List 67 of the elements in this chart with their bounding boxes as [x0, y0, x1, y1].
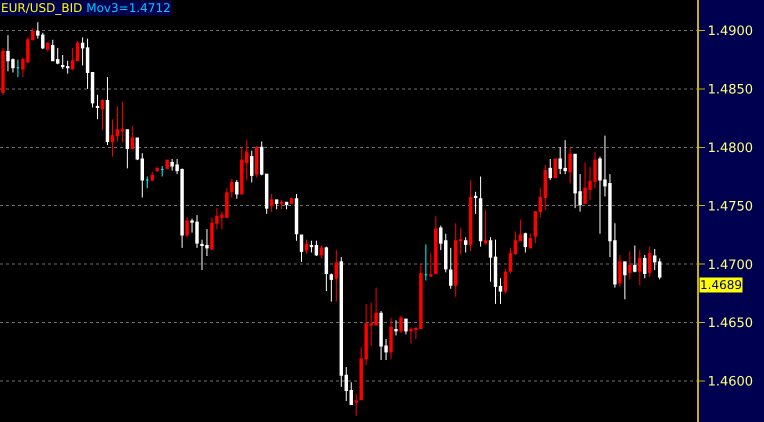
y-tick-label: 1.4800 — [708, 140, 754, 156]
candlestick — [290, 197, 294, 204]
candlestick — [528, 233, 532, 248]
y-tick-label: 1.4650 — [708, 316, 754, 332]
candlestick — [618, 254, 622, 287]
candlestick — [160, 165, 164, 178]
candlestick — [155, 166, 159, 172]
candlestick — [230, 178, 234, 198]
candlestick — [320, 244, 324, 259]
candlestick — [235, 180, 239, 200]
chart-title: EUR/USD_BID — [1, 1, 82, 15]
candlestick — [548, 158, 552, 181]
chart-subtitle: Mov3=1.4712 — [86, 1, 171, 15]
candlestick — [643, 254, 646, 279]
candlestick — [429, 253, 433, 278]
candlestick — [294, 194, 298, 242]
candlestick — [504, 268, 508, 294]
y-tick-label: 1.4700 — [708, 258, 754, 273]
candlestick — [254, 146, 258, 178]
candlestick — [16, 59, 20, 78]
candlestick — [354, 393, 358, 417]
candlestick — [150, 171, 154, 182]
candlestick — [284, 202, 288, 210]
candlestick — [568, 146, 572, 184]
candlestick — [623, 261, 627, 300]
candlestick — [96, 94, 100, 120]
candlestick — [334, 250, 338, 302]
candlestick — [300, 234, 304, 262]
text: 1.4689 — [700, 278, 742, 292]
candlestick — [498, 278, 502, 304]
candlestick — [130, 126, 134, 149]
candlestick — [394, 320, 398, 336]
candlestick — [524, 232, 528, 253]
candlestick — [330, 273, 334, 302]
candlestick — [146, 176, 149, 189]
candlestick — [638, 250, 642, 286]
candlestick — [468, 180, 472, 252]
candlestick — [304, 239, 308, 254]
candlestick — [46, 42, 50, 52]
candlestick — [250, 150, 254, 183]
candlestick — [434, 216, 438, 274]
candlestick — [633, 244, 637, 273]
y-tick-label: 1.4750 — [708, 199, 754, 214]
candlestick — [449, 247, 452, 290]
candlestick — [399, 315, 403, 334]
candlestick — [270, 194, 274, 212]
candlestick — [553, 158, 557, 178]
candlestick — [389, 317, 393, 360]
candlestick — [424, 244, 428, 282]
candlestick — [474, 191, 478, 214]
candlestick — [484, 210, 488, 245]
candlestick — [404, 318, 408, 335]
candlestick — [478, 176, 482, 248]
candlestick — [464, 236, 468, 253]
candlestick — [185, 216, 189, 238]
candlestick — [165, 160, 169, 169]
candlestick — [648, 246, 652, 278]
candlestick — [126, 129, 130, 169]
candlestick — [324, 246, 328, 292]
y-tick-label: 1.4900 — [708, 24, 754, 39]
y-tick-label: 1.4850 — [708, 82, 754, 98]
candlestick — [274, 199, 278, 210]
y-tick-label: 1.4600 — [708, 374, 754, 390]
candlestick — [100, 98, 104, 130]
candlestick — [280, 199, 284, 210]
candlestick — [628, 250, 632, 280]
candlestick — [106, 76, 110, 146]
